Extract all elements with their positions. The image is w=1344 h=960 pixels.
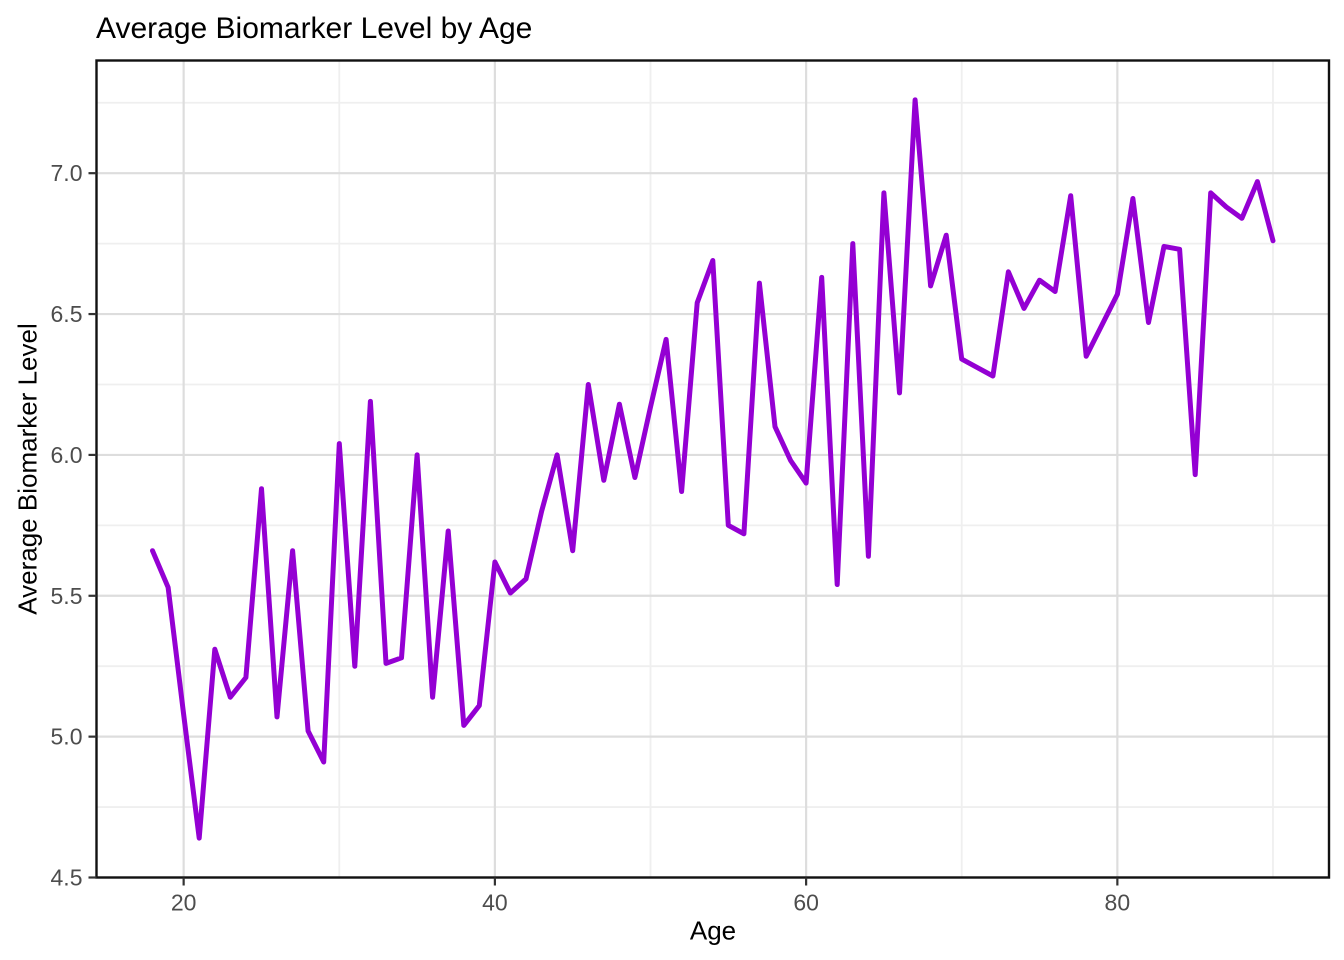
chart-title: Average Biomarker Level by Age (96, 12, 533, 45)
biomarker-line-series (150, 97, 1276, 841)
y-tick-label: 4.5 (51, 865, 83, 891)
y-tick-label: 5.5 (51, 583, 83, 609)
x-tick-label: 20 (171, 890, 197, 916)
x-tick-label: 80 (1105, 890, 1131, 916)
panel-border (95, 59, 1331, 879)
x-tick-label: 60 (793, 890, 819, 916)
y-axis-title: Average Biomarker Level (12, 323, 43, 615)
y-tick-label: 7.0 (51, 160, 83, 186)
y-tick-label: 6.0 (51, 442, 83, 468)
y-tick-label: 5.0 (51, 724, 83, 750)
y-tick-label: 6.5 (51, 301, 83, 327)
x-axis-title: Age (689, 915, 737, 946)
x-tick-label: 40 (482, 890, 508, 916)
panel-background (96, 60, 1329, 878)
